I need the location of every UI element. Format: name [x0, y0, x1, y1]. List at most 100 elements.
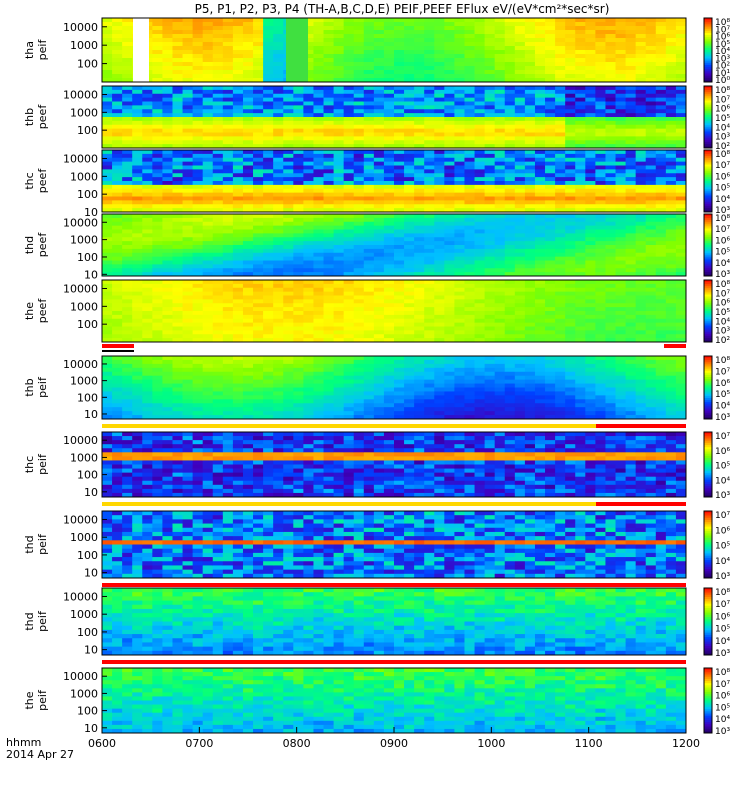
cell: [353, 46, 365, 51]
cell: [373, 241, 385, 246]
cell: [152, 192, 163, 197]
cell: [212, 311, 224, 316]
cell: [635, 177, 647, 182]
cell: [494, 311, 506, 316]
cell: [424, 101, 435, 106]
cell: [303, 70, 314, 75]
cell: [353, 105, 365, 110]
cell: [635, 256, 647, 261]
cell: [383, 46, 395, 51]
colorbar-step: [704, 302, 712, 306]
cell: [283, 89, 294, 95]
cell: [635, 169, 647, 174]
cell: [585, 264, 596, 269]
cell: [383, 264, 395, 269]
cell: [615, 157, 626, 163]
cell: [575, 109, 586, 114]
cell: [202, 18, 214, 23]
cell: [534, 192, 546, 197]
cell: [595, 42, 606, 47]
cell: [474, 314, 486, 320]
cell: [494, 330, 506, 335]
cell: [635, 268, 647, 273]
cell: [273, 89, 284, 95]
cell: [645, 252, 657, 258]
cell: [514, 26, 526, 31]
cell: [675, 318, 687, 324]
cell: [242, 283, 254, 289]
cell: [283, 303, 294, 308]
cell: [625, 200, 637, 205]
cell: [323, 334, 334, 339]
cell: [363, 42, 375, 47]
cell: [575, 173, 586, 178]
cell: [232, 165, 244, 170]
cell: [444, 18, 455, 23]
cell: [394, 295, 405, 300]
cell: [595, 184, 606, 190]
cell: [253, 318, 264, 324]
cell: [484, 181, 496, 186]
cell: [615, 30, 626, 35]
colorbar-tick-label: 10⁷: [715, 161, 730, 171]
cell: [514, 314, 526, 320]
cell: [162, 318, 173, 324]
cell: [565, 38, 576, 43]
cell: [102, 78, 113, 83]
cell: [212, 117, 224, 122]
cell: [142, 150, 153, 155]
cell: [524, 229, 536, 234]
colorbar-tick-label: 10⁵: [715, 114, 730, 124]
cell: [293, 157, 304, 163]
cell: [414, 86, 425, 91]
cell: [605, 264, 616, 269]
cell: [162, 26, 173, 31]
cell: [132, 272, 143, 277]
cell: [575, 248, 586, 254]
cell: [605, 74, 616, 79]
cell: [464, 221, 475, 227]
cell: [242, 264, 254, 269]
cell: [132, 268, 143, 273]
cell: [293, 188, 304, 194]
cell: [182, 225, 194, 230]
cell: [152, 241, 163, 246]
cell: [172, 42, 183, 47]
cell: [404, 268, 415, 273]
cell: [645, 93, 657, 99]
cell: [464, 74, 475, 79]
cell: [504, 153, 516, 159]
cell: [122, 326, 133, 331]
cell: [253, 86, 264, 91]
cell: [102, 299, 113, 304]
cell: [242, 124, 254, 130]
cell: [675, 105, 687, 110]
cell: [504, 272, 516, 277]
cell: [112, 42, 123, 47]
cell: [484, 248, 496, 254]
cell: [172, 307, 183, 312]
cell: [575, 101, 586, 106]
cell: [615, 78, 626, 83]
cell: [504, 124, 516, 130]
cell: [202, 54, 214, 59]
cell: [232, 30, 244, 35]
cell: [242, 78, 254, 83]
cell: [212, 101, 224, 106]
cell: [112, 375, 123, 381]
cell: [585, 169, 596, 174]
cell: [112, 66, 123, 71]
cell: [464, 326, 475, 331]
cell: [605, 70, 616, 75]
cell: [575, 113, 586, 118]
cell: [494, 132, 506, 137]
cell: [454, 70, 465, 75]
cell: [192, 117, 204, 122]
cell: [142, 383, 153, 388]
cell: [545, 150, 556, 155]
cell: [675, 260, 687, 265]
cell: [303, 109, 314, 114]
cell: [333, 124, 345, 130]
cell: [232, 105, 244, 110]
